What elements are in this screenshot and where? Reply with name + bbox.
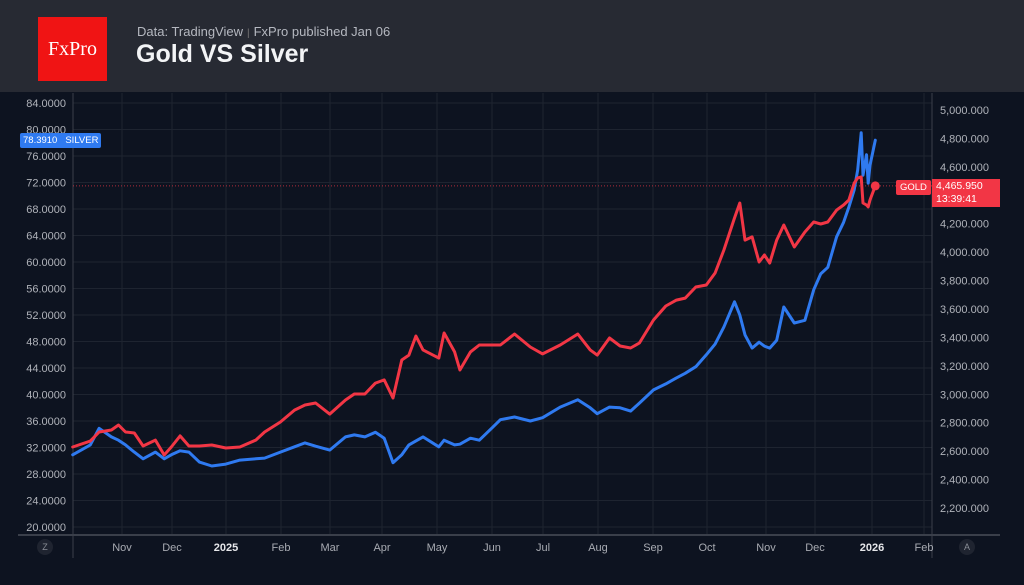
separator: |	[247, 28, 250, 39]
right-axis-tick-label: 2,400.000	[940, 475, 989, 487]
zoom-button[interactable]: Z	[37, 539, 53, 555]
x-axis-tick-label: Nov	[112, 542, 132, 554]
right-axis-tick-label: 3,800.000	[940, 276, 989, 288]
silver-label: SILVER	[65, 135, 99, 146]
x-axis-tick-label: Apr	[373, 542, 390, 554]
left-axis-tick-label: 60.0000	[26, 257, 66, 269]
x-axis-tick-label: Jul	[536, 542, 550, 554]
left-axis-tick-label: 56.0000	[26, 284, 66, 296]
right-axis-tick-label: 5,000.000	[940, 105, 989, 117]
x-axis-tick-label: Mar	[321, 542, 340, 554]
x-axis-tick-label: 2026	[860, 542, 884, 554]
gold-price: 4,465.950	[936, 180, 983, 192]
right-axis-tick-label: 4,200.000	[940, 219, 989, 231]
silver-series-line	[71, 131, 877, 468]
published-date: FxPro published Jan 06	[253, 24, 391, 39]
left-axis-tick-label: 84.0000	[26, 98, 66, 110]
right-axis-tick-label: 2,200.000	[940, 503, 989, 515]
x-axis-tick-label: 2025	[214, 542, 238, 554]
auto-scale-button[interactable]: A	[959, 539, 975, 555]
left-axis-tick-label: 68.0000	[26, 204, 66, 216]
left-axis-tick-label: 36.0000	[26, 416, 66, 428]
x-axis-tick-label: Jun	[483, 542, 501, 554]
plot-area	[73, 93, 932, 535]
right-axis-tick-label: 2,600.000	[940, 446, 989, 458]
x-axis-tick-label: Feb	[272, 542, 291, 554]
left-axis-tick-label: 76.0000	[26, 151, 66, 163]
left-axis-tick-label: 28.0000	[26, 469, 66, 481]
gold-series-line	[71, 175, 877, 457]
left-axis-tick-label: 44.0000	[26, 363, 66, 375]
gold-name-tag: GOLD	[896, 180, 931, 195]
auto-scale-button-circle	[959, 539, 975, 555]
left-axis-tick-label: 40.0000	[26, 390, 66, 402]
data-source: Data: TradingView	[137, 24, 243, 39]
fxpro-logo: FxPro	[38, 17, 107, 81]
x-axis-tick-label: Dec	[162, 542, 182, 554]
gold-time: 13:39:41	[936, 193, 977, 205]
gold-last-point-marker	[870, 181, 880, 191]
left-axis-tick-label: 24.0000	[26, 496, 66, 508]
right-axis-tick-label: 2,800.000	[940, 418, 989, 430]
x-axis-tick-label: Dec	[805, 542, 825, 554]
right-axis-tick-label: 4,800.000	[940, 133, 989, 145]
chart-title: Gold VS Silver	[136, 40, 309, 68]
header: FxPro Data: TradingView | FxPro published …	[0, 0, 1024, 92]
auto-scale-button-label: A	[964, 542, 970, 552]
zoom-button-label: Z	[42, 542, 48, 552]
x-axis-tick-label: Oct	[698, 542, 715, 554]
left-axis-tick-label: 64.0000	[26, 231, 66, 243]
right-axis-tick-label: 4,000.000	[940, 247, 989, 259]
x-axis-tick-label: Feb	[915, 542, 934, 554]
gold-price-tag: 4,465.950 13:39:41	[932, 179, 1000, 207]
right-axis-tick-label: 3,600.000	[940, 304, 989, 316]
right-axis-tick-label: 3,200.000	[940, 361, 989, 373]
right-axis-tick-label: 3,400.000	[940, 332, 989, 344]
left-axis-tick-label: 48.0000	[26, 337, 66, 349]
x-axis-tick-label: Aug	[588, 542, 608, 554]
silver-price: 78.3910	[23, 135, 58, 146]
zoom-button-circle	[37, 539, 53, 555]
right-axis-tick-label: 4,600.000	[940, 162, 989, 174]
right-axis-tick-label: 3,000.000	[940, 389, 989, 401]
left-axis-tick-label: 52.0000	[26, 310, 66, 322]
x-axis-tick-label: Sep	[643, 542, 663, 554]
subtitle: Data: TradingView | FxPro published Jan 06	[137, 24, 390, 39]
silver-price-tag: 78.3910 SILVER	[20, 133, 102, 148]
x-axis-tick-label: May	[427, 542, 448, 554]
left-axis-tick-label: 32.0000	[26, 443, 66, 455]
left-axis-tick-label: 20.0000	[26, 522, 66, 534]
x-axis-tick-label: Nov	[756, 542, 776, 554]
left-axis-tick-label: 72.0000	[26, 178, 66, 190]
